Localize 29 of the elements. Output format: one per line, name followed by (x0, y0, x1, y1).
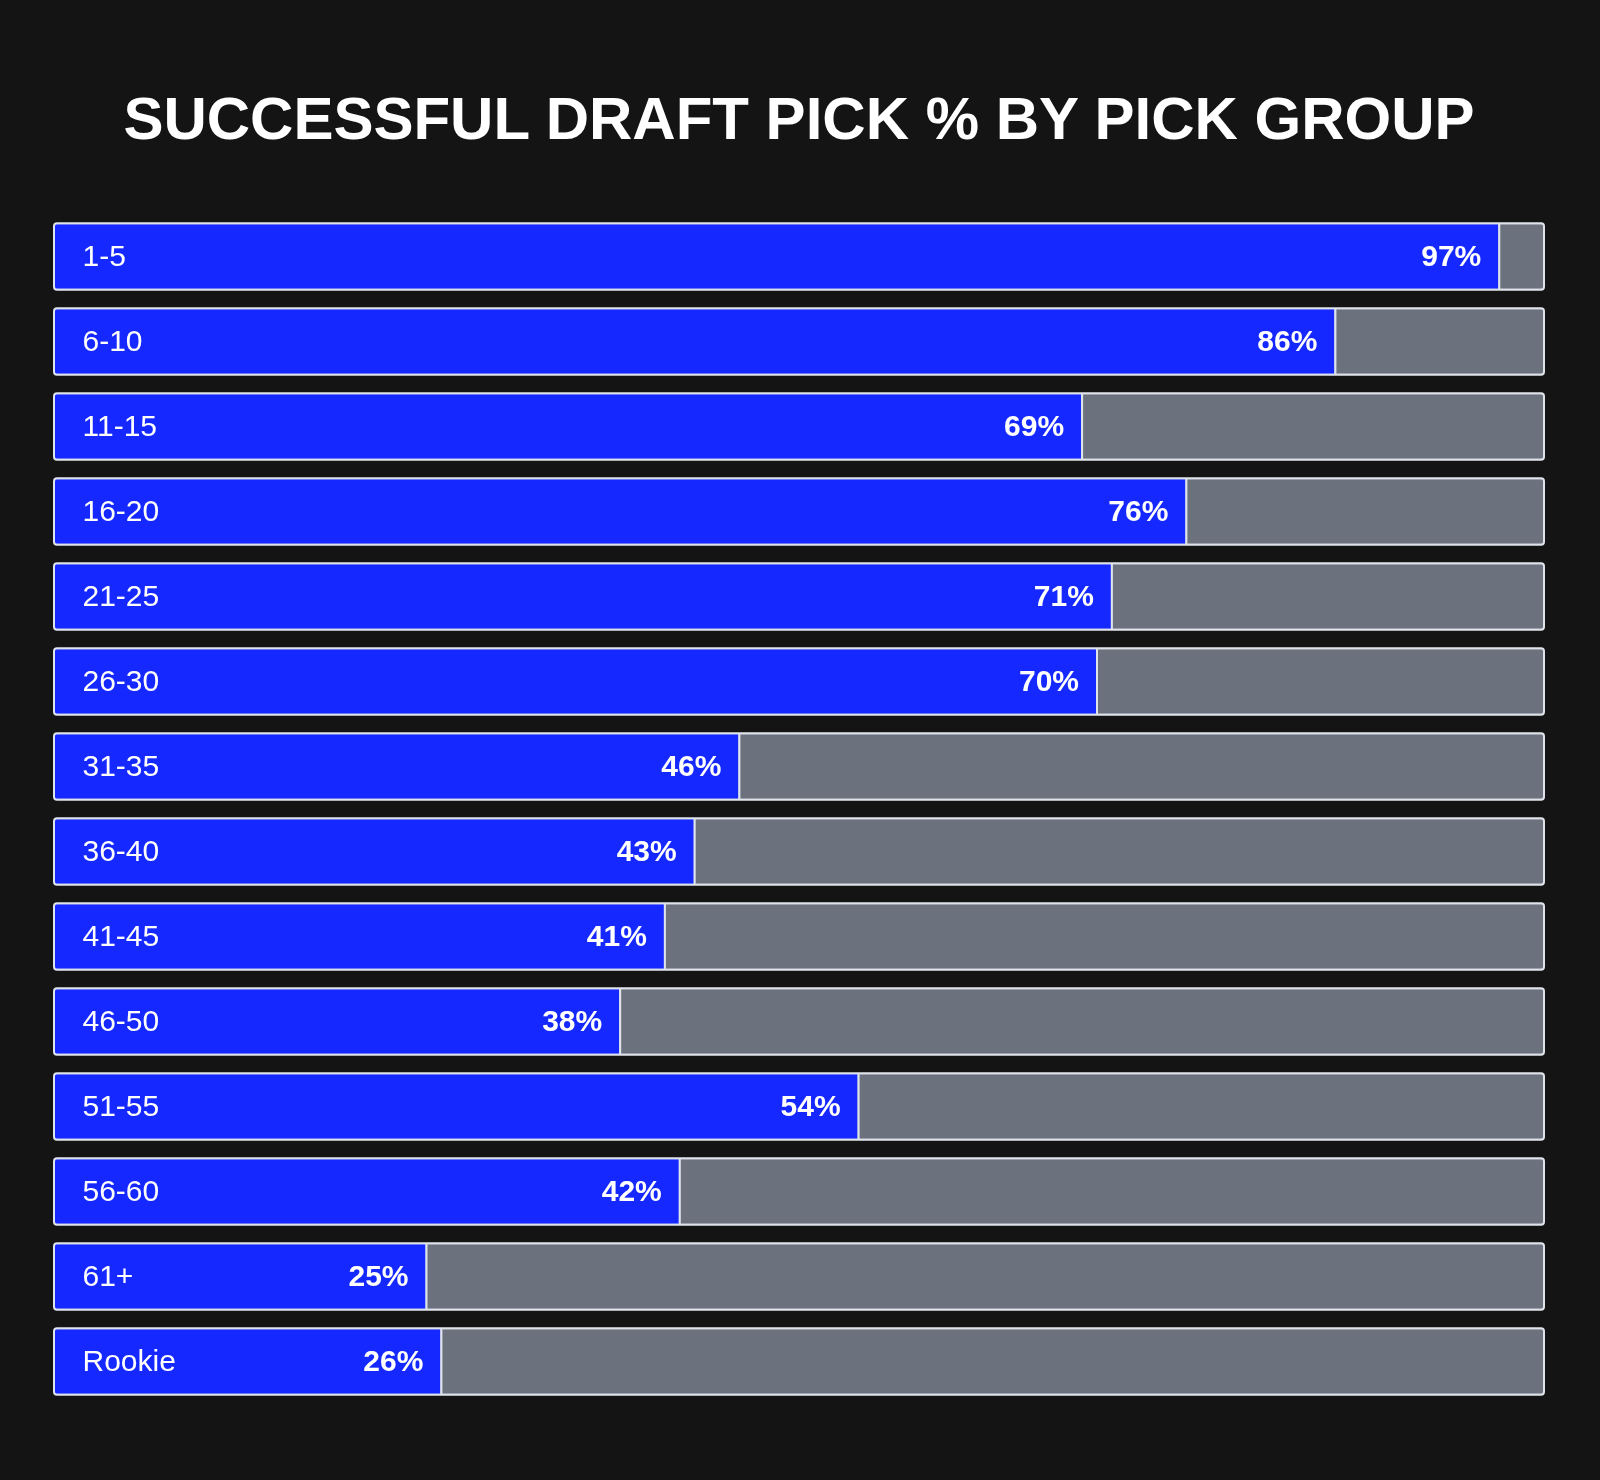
y-tick-label: 46-50 (82, 1003, 160, 1037)
y-tick-label: 56-60 (82, 1173, 160, 1207)
y-tick-label: 61+ (82, 1258, 134, 1292)
data-label: 46% (661, 748, 722, 782)
y-tick-label: 1-5 (82, 238, 126, 272)
data-label: 38% (542, 1003, 603, 1037)
data-label: 43% (616, 833, 677, 867)
data-label: 54% (780, 1088, 841, 1122)
data-label: 76% (1108, 493, 1169, 527)
y-tick-label: 21-25 (82, 578, 160, 612)
data-label: 42% (601, 1173, 662, 1207)
y-tick-label: 6-10 (82, 323, 143, 357)
data-label: 41% (586, 918, 647, 952)
y-tick-label: 41-45 (82, 918, 160, 952)
data-label: 25% (348, 1258, 409, 1292)
y-tick-label: 16-20 (82, 493, 160, 527)
data-label: 86% (1257, 323, 1318, 357)
data-label: 97% (1421, 238, 1482, 272)
y-tick-label: 31-35 (82, 748, 160, 782)
y-tick-label: 51-55 (82, 1088, 160, 1122)
data-label: 70% (1018, 663, 1079, 697)
y-tick-label: Rookie (82, 1343, 176, 1377)
y-tick-label: 11-15 (82, 408, 158, 442)
data-label: 26% (363, 1343, 424, 1377)
y-tick-label: 36-40 (82, 833, 160, 867)
y-tick-label: 26-30 (82, 663, 160, 697)
data-label: 69% (1004, 408, 1065, 442)
data-label: 71% (1033, 578, 1094, 612)
chart-title: SUCCESSFUL DRAFT PICK % BY PICK GROUP (123, 85, 1475, 152)
